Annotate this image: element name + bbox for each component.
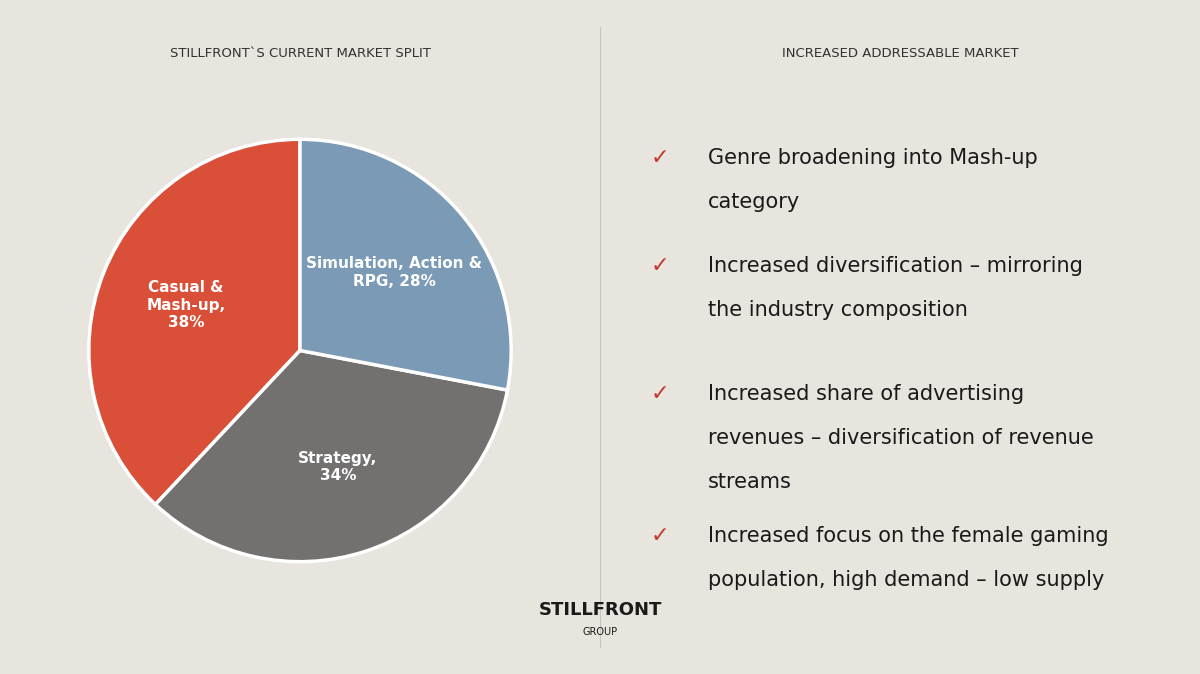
Text: STILLFRONT`S CURRENT MARKET SPLIT: STILLFRONT`S CURRENT MARKET SPLIT xyxy=(169,47,431,60)
Text: STILLFRONT: STILLFRONT xyxy=(539,601,661,619)
Text: ✓: ✓ xyxy=(650,148,670,168)
Text: revenues – diversification of revenue: revenues – diversification of revenue xyxy=(708,428,1093,448)
Text: ✓: ✓ xyxy=(650,256,670,276)
Text: the industry composition: the industry composition xyxy=(708,300,968,320)
Text: ✓: ✓ xyxy=(650,384,670,404)
Text: Simulation, Action &
RPG, 28%: Simulation, Action & RPG, 28% xyxy=(306,256,482,288)
Text: ✓: ✓ xyxy=(650,526,670,546)
Text: Increased focus on the female gaming: Increased focus on the female gaming xyxy=(708,526,1109,546)
Text: Strategy,
34%: Strategy, 34% xyxy=(299,451,378,483)
Text: category: category xyxy=(708,192,800,212)
Text: Increased diversification – mirroring: Increased diversification – mirroring xyxy=(708,256,1082,276)
Text: streams: streams xyxy=(708,472,792,492)
Text: GROUP: GROUP xyxy=(582,627,618,637)
Wedge shape xyxy=(156,350,508,561)
Text: Increased share of advertising: Increased share of advertising xyxy=(708,384,1024,404)
Wedge shape xyxy=(89,140,300,504)
Text: Casual &
Mash-up,
38%: Casual & Mash-up, 38% xyxy=(146,280,226,330)
Text: INCREASED ADDRESSABLE MARKET: INCREASED ADDRESSABLE MARKET xyxy=(781,47,1019,60)
Text: population, high demand – low supply: population, high demand – low supply xyxy=(708,570,1104,590)
Text: Genre broadening into Mash-up: Genre broadening into Mash-up xyxy=(708,148,1038,168)
Wedge shape xyxy=(300,140,511,390)
